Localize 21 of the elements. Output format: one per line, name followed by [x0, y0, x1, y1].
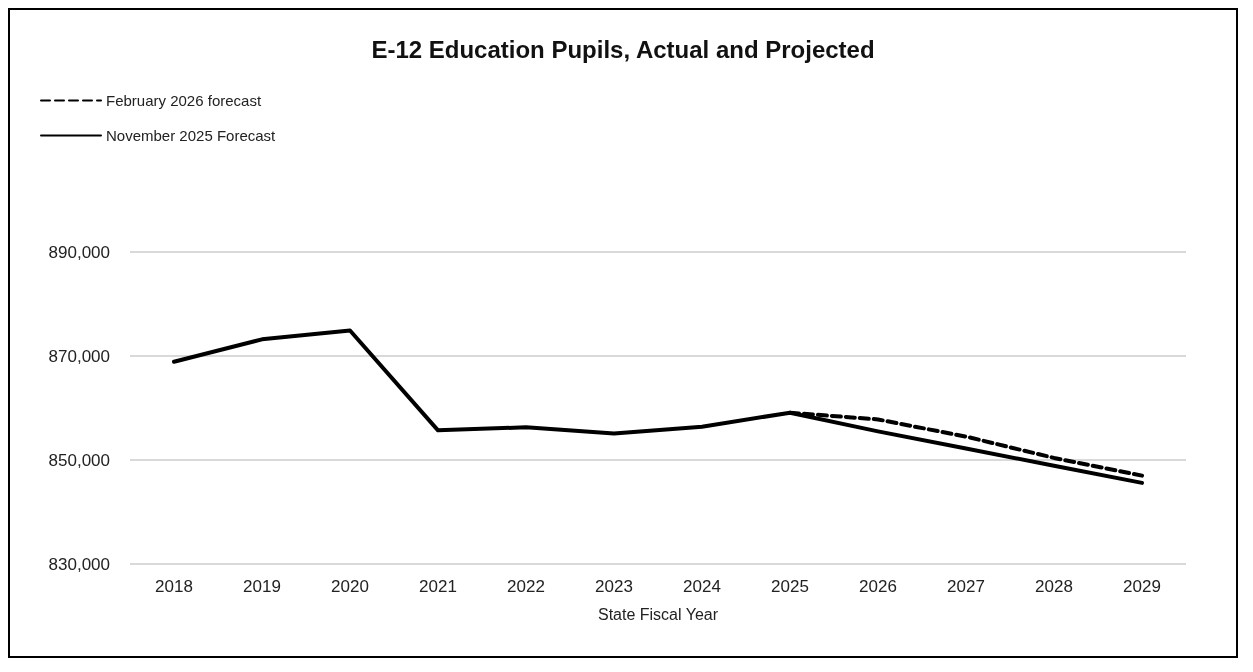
y-tick-label: 870,000	[48, 346, 110, 366]
line-series	[172, 328, 1144, 485]
x-tick-label: 2029	[1123, 577, 1161, 596]
x-tick-label: 2027	[947, 577, 985, 596]
x-tick-label: 2020	[331, 577, 369, 596]
x-tick-label: 2019	[243, 577, 281, 596]
chart-title: E-12 Education Pupils, Actual and Projected	[371, 35, 875, 63]
x-tick-label: 2022	[507, 577, 545, 596]
y-tick-label: 850,000	[48, 450, 110, 470]
x-tick-label: 2023	[595, 577, 633, 596]
x-tick-label: 2018	[155, 577, 193, 596]
x-tick-label: 2028	[1035, 577, 1073, 596]
x-tick-label: 2026	[859, 577, 897, 596]
legend-label: November 2025 Forecast	[106, 127, 277, 144]
x-tick-label: 2024	[683, 577, 721, 596]
x-tick-label: 2021	[419, 577, 457, 596]
y-tick-label: 830,000	[48, 554, 110, 574]
x-tick-label: 2025	[771, 577, 809, 596]
y-tick-label: 890,000	[48, 242, 110, 262]
legend-label: February 2026 forecast	[106, 92, 262, 109]
x-axis-title: State Fiscal Year	[597, 605, 719, 623]
